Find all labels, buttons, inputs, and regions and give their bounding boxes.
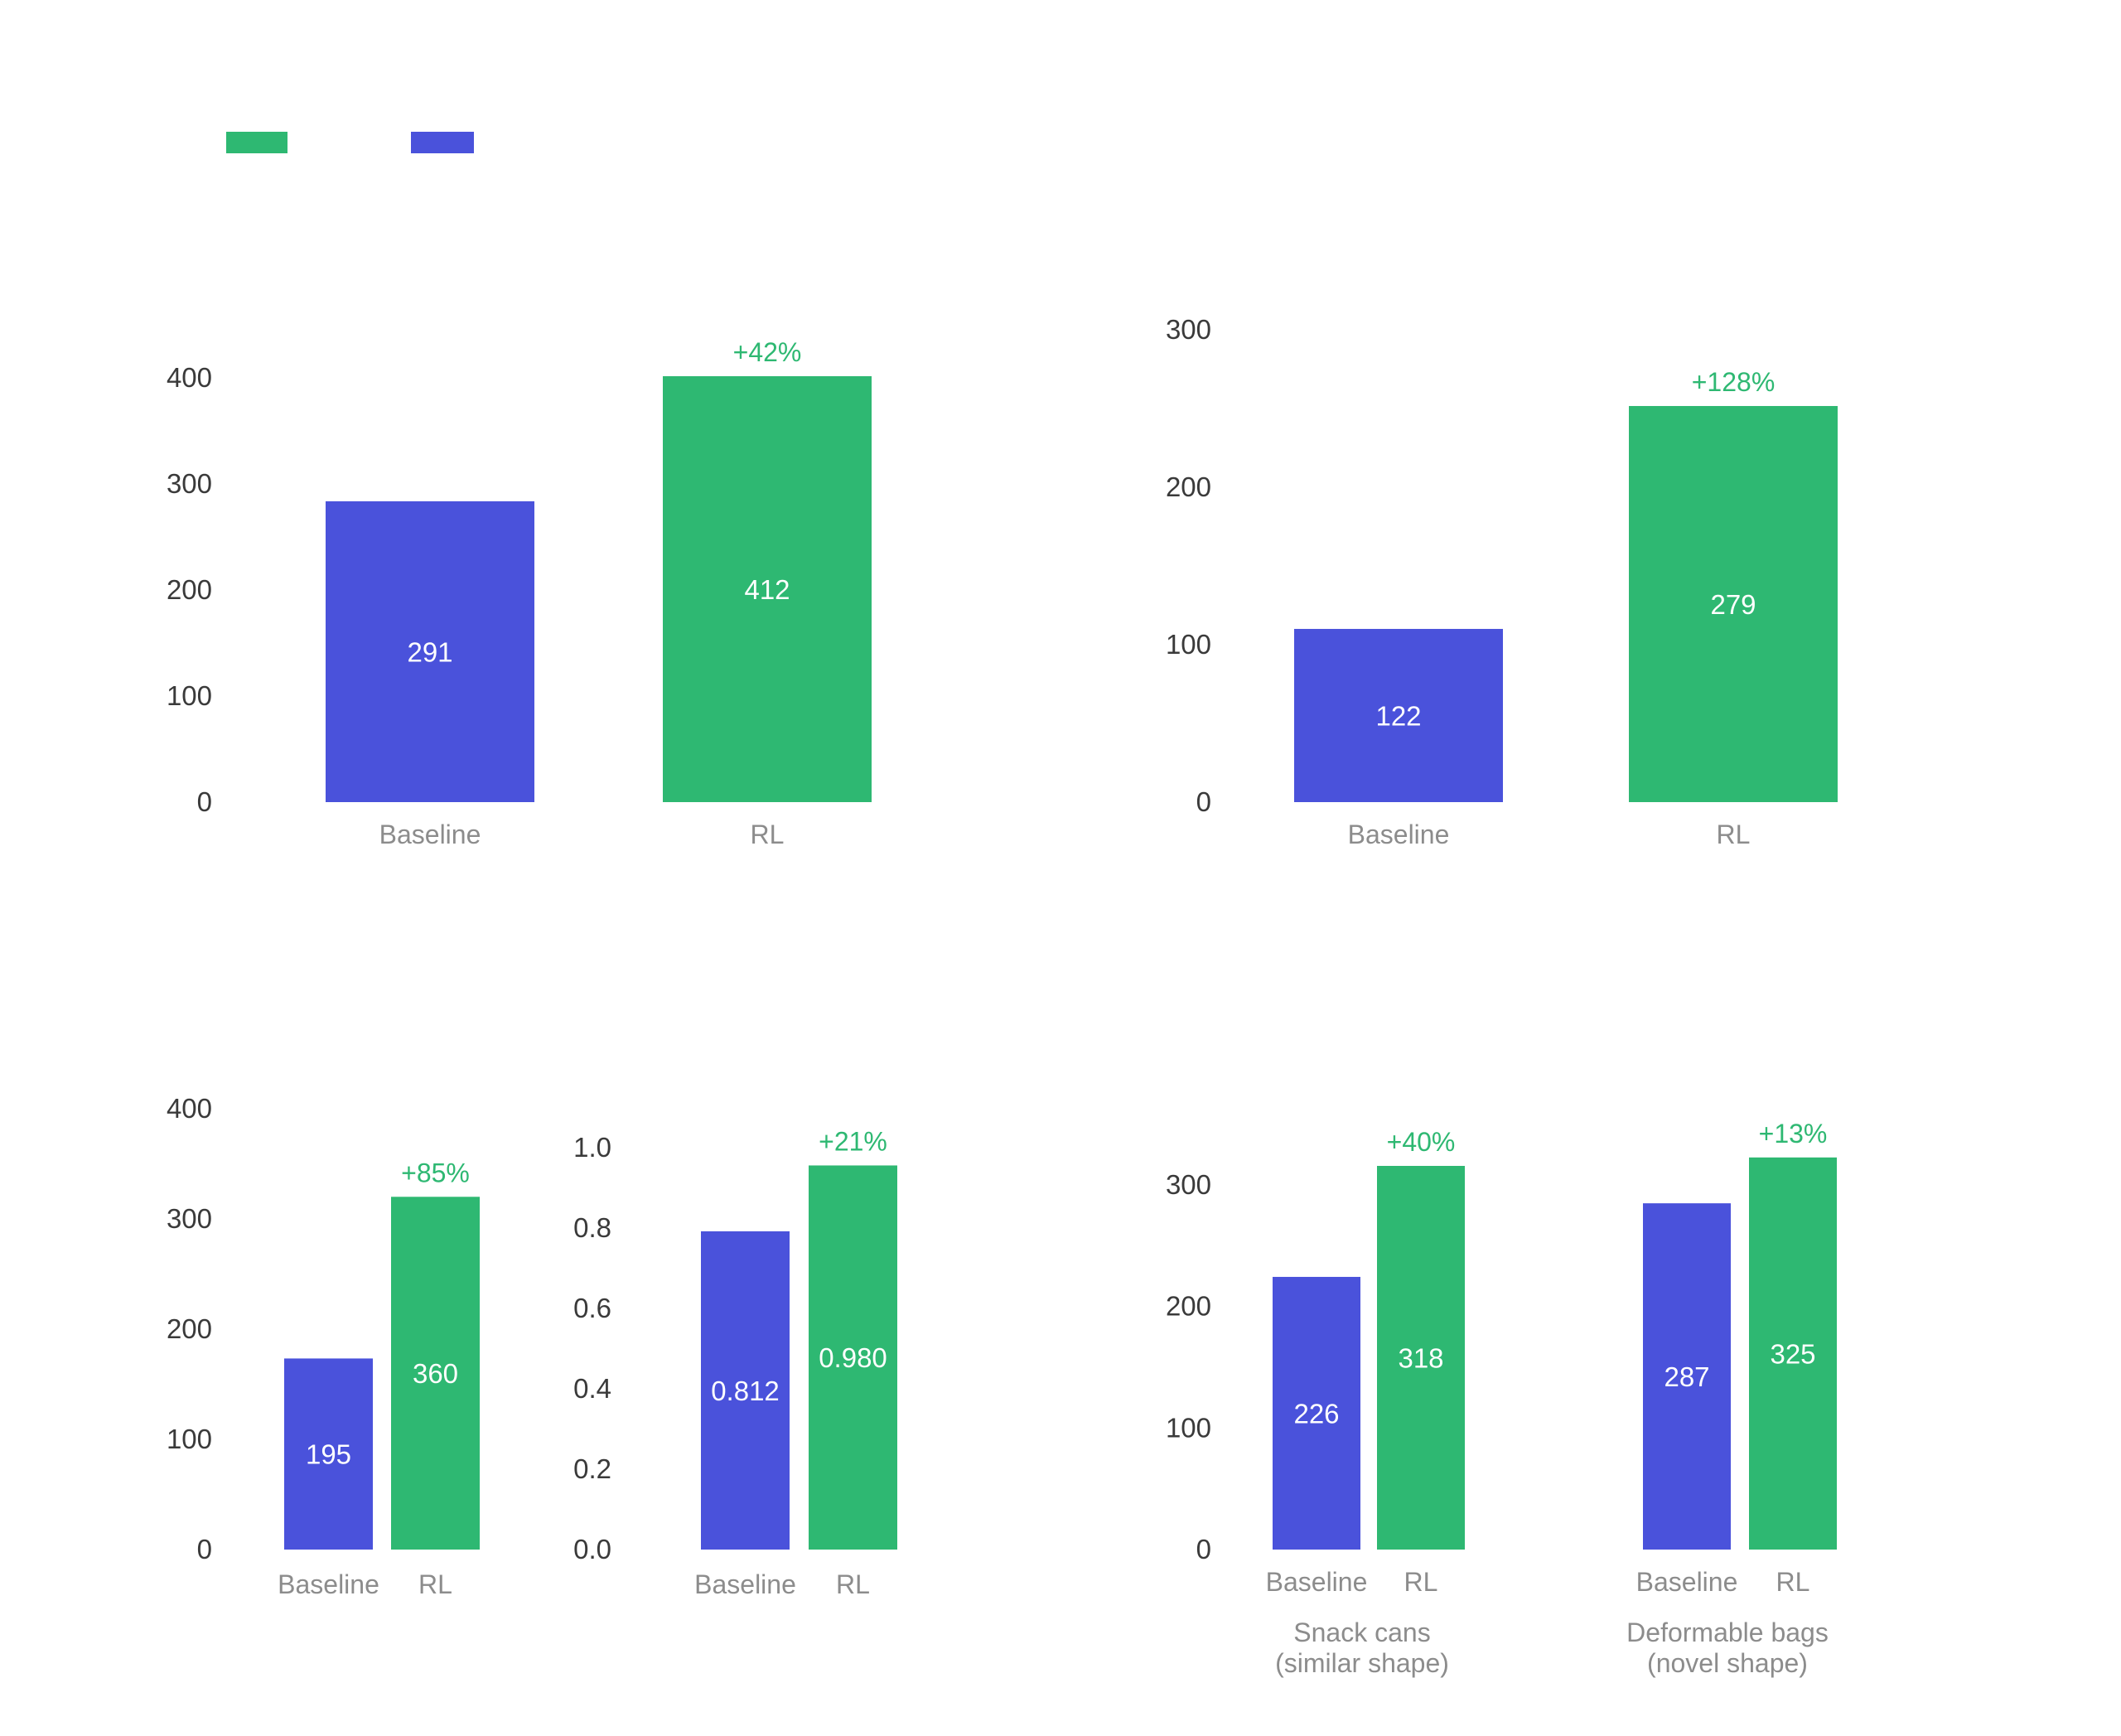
bar-value-label: 360	[413, 1358, 458, 1389]
legend-swatch-rl	[226, 132, 287, 153]
y-tick-label: 300	[167, 468, 212, 499]
bar-value-label: 195	[306, 1439, 351, 1470]
bar-baseline	[1294, 628, 1503, 802]
group-label: (similar shape)	[1275, 1648, 1449, 1678]
y-tick-label: 100	[1166, 629, 1211, 660]
y-tick-label: 0.8	[573, 1212, 611, 1243]
y-tick-label: 100	[167, 1424, 212, 1454]
category-label: RL	[418, 1569, 452, 1599]
category-label: Baseline	[278, 1569, 379, 1599]
bar-baseline	[284, 1358, 373, 1550]
bar-value-label: 0.980	[819, 1342, 887, 1373]
category-label: Baseline	[1348, 820, 1450, 849]
category-label: RL	[751, 820, 785, 849]
improvement-label: +40%	[1387, 1127, 1456, 1157]
bar-rl	[391, 1197, 480, 1550]
bar-value-label: 318	[1398, 1343, 1443, 1374]
category-label: RL	[1404, 1567, 1438, 1597]
y-tick-label: 0.0	[573, 1534, 611, 1564]
y-tick-label: 200	[167, 1313, 212, 1344]
legend-swatch-baseline	[411, 132, 474, 153]
improvement-label: +21%	[819, 1126, 887, 1156]
bar-value-label: 325	[1770, 1338, 1815, 1369]
bar-rl	[809, 1165, 897, 1550]
bar-value-label: 226	[1293, 1398, 1339, 1429]
improvement-label: +128%	[1692, 367, 1776, 397]
bar-baseline	[326, 500, 534, 802]
y-tick-label: 400	[167, 362, 212, 393]
bar-value-label: 279	[1710, 589, 1756, 620]
bar-baseline	[1643, 1203, 1731, 1550]
y-tick-label: 0	[197, 1534, 212, 1564]
y-tick-label: 300	[1166, 1169, 1211, 1200]
improvement-label: +85%	[401, 1158, 470, 1187]
category-label: Baseline	[1266, 1567, 1368, 1597]
y-tick-label: 300	[167, 1203, 212, 1234]
y-tick-label: 200	[1166, 1291, 1211, 1322]
y-tick-label: 0	[197, 786, 212, 817]
bar-rl	[663, 376, 872, 802]
y-tick-label: 0	[1196, 1534, 1211, 1564]
category-label: Baseline	[694, 1569, 796, 1599]
category-label: Baseline	[379, 820, 481, 849]
bar-value-label: 122	[1375, 700, 1421, 731]
y-tick-label: 100	[1166, 1412, 1211, 1443]
bar-rl	[1749, 1157, 1837, 1550]
y-tick-label: 0	[1196, 786, 1211, 817]
bar-value-label: 287	[1664, 1361, 1709, 1392]
y-tick-label: 0.2	[573, 1453, 611, 1484]
bar-value-label: 0.812	[711, 1376, 780, 1406]
y-tick-label: 200	[167, 574, 212, 605]
bar-value-label: 412	[744, 574, 790, 605]
bar-baseline	[701, 1231, 790, 1550]
y-tick-label: 1.0	[573, 1132, 611, 1163]
bar-rl	[1377, 1166, 1465, 1550]
group-label: Snack cans	[1293, 1618, 1430, 1647]
group-label: Deformable bags	[1626, 1618, 1829, 1647]
category-label: RL	[836, 1569, 870, 1599]
improvement-label: +13%	[1759, 1119, 1828, 1148]
bar-value-label: 291	[407, 636, 452, 667]
y-tick-label: 100	[167, 680, 212, 711]
group-label: (novel shape)	[1647, 1648, 1808, 1678]
y-tick-label: 0.4	[573, 1373, 611, 1404]
category-label: Baseline	[1636, 1567, 1738, 1597]
y-tick-label: 400	[167, 1093, 212, 1124]
y-tick-label: 0.6	[573, 1293, 611, 1323]
bar-baseline	[1273, 1276, 1360, 1550]
improvement-label: +42%	[733, 337, 802, 367]
y-tick-label: 200	[1166, 471, 1211, 502]
category-label: RL	[1776, 1567, 1810, 1597]
y-tick-label: 300	[1166, 314, 1211, 345]
category-label: RL	[1717, 820, 1751, 849]
bar-rl	[1629, 405, 1838, 802]
